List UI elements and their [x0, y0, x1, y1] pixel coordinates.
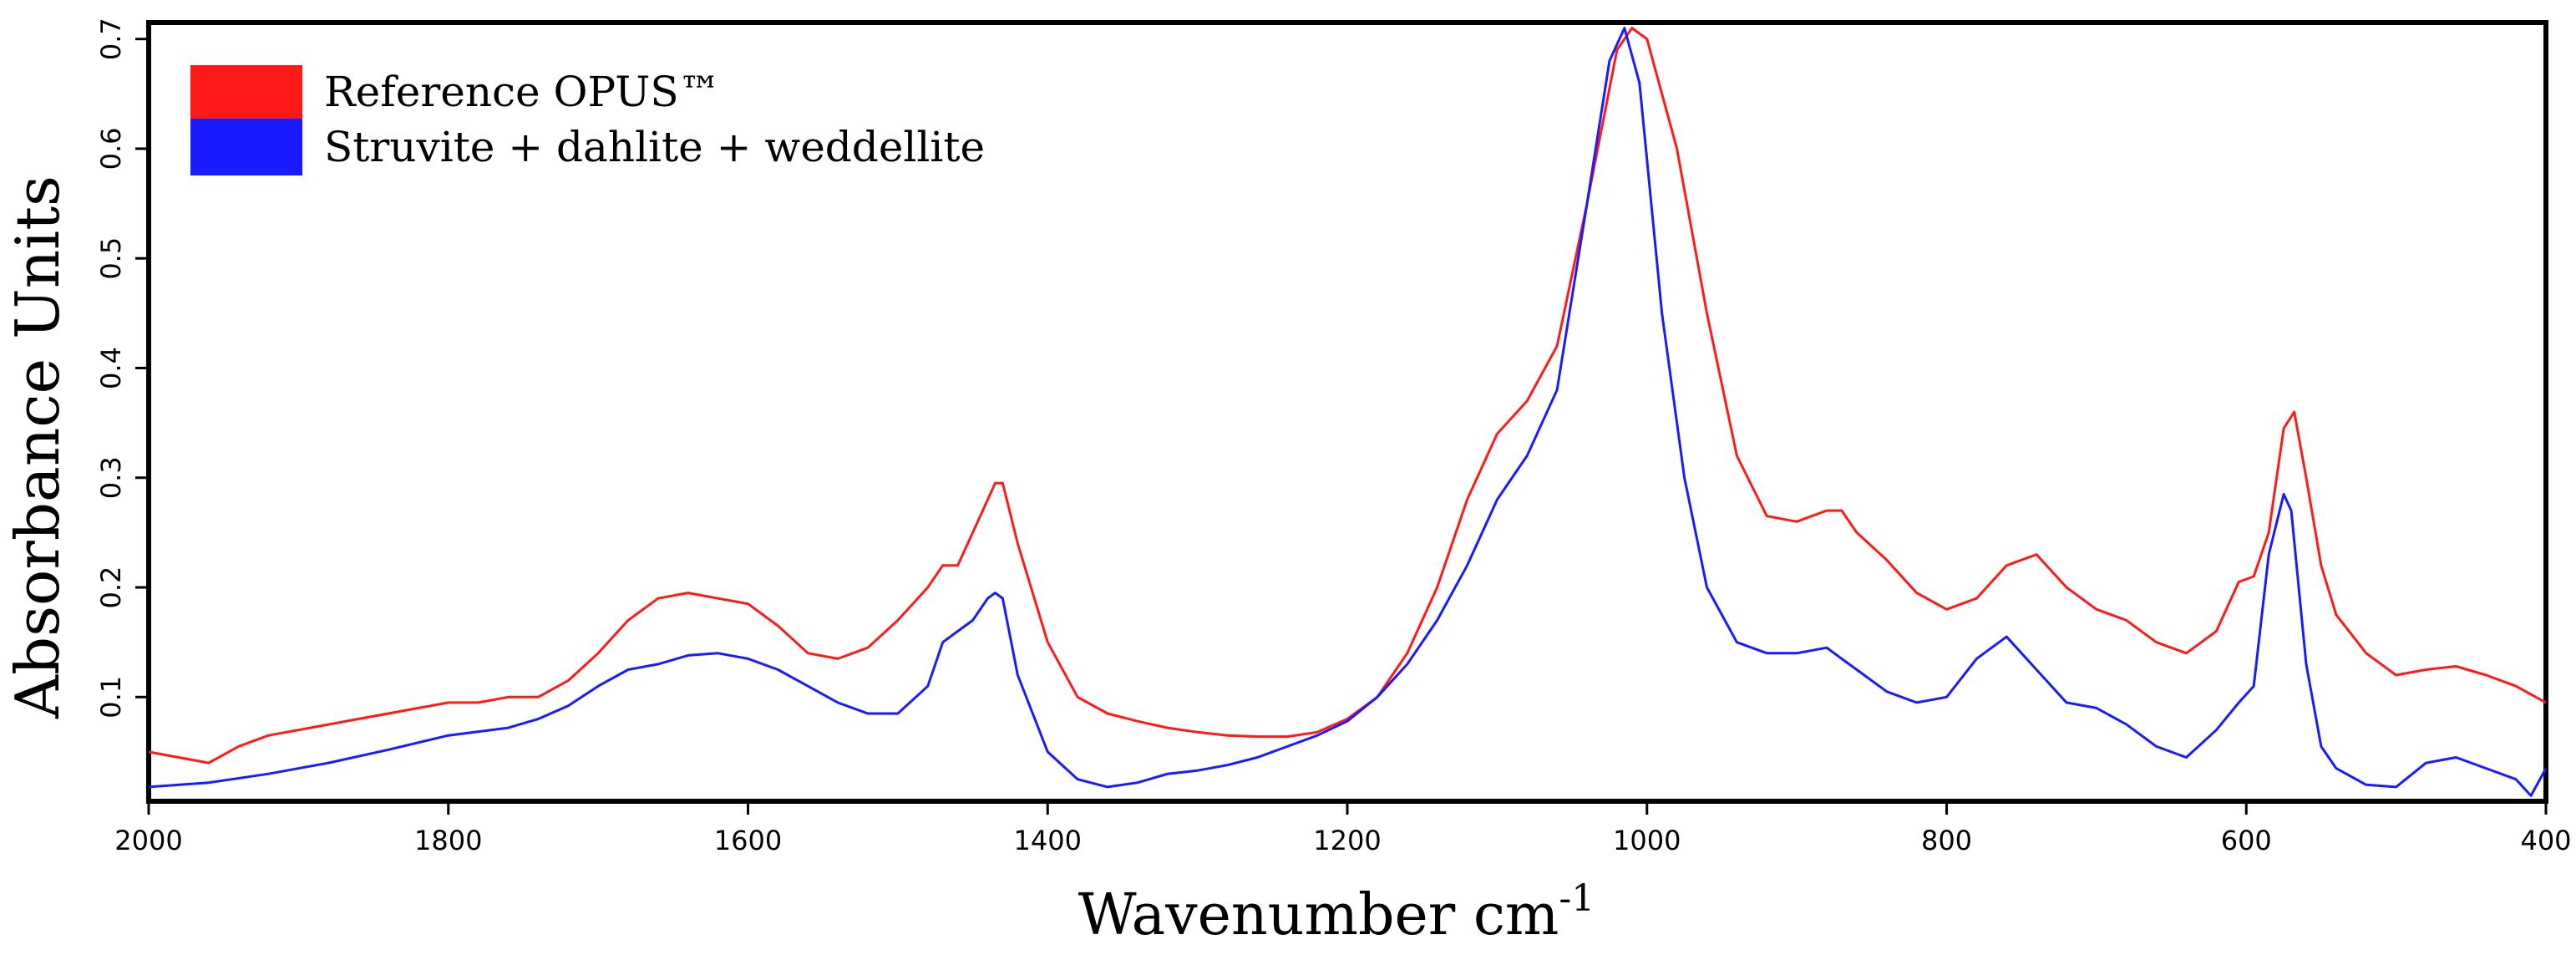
- series-line-struvite: [148, 27, 2548, 797]
- x-axis-title-superscript: -1: [1559, 877, 1595, 920]
- x-tick-label: 1000: [1613, 825, 1681, 856]
- legend-label-reference: Reference OPUS™: [324, 68, 721, 116]
- y-tick-label: 0.3: [95, 456, 127, 499]
- y-tick-label: 0.7: [95, 18, 127, 60]
- legend-swatch-struvite: [190, 119, 302, 175]
- x-tick-label: 2000: [114, 825, 182, 856]
- y-tick-label: 0.6: [95, 128, 127, 170]
- y-tick-label: 0.1: [95, 676, 127, 719]
- x-axis-title-main: Wavenumber cm: [1078, 882, 1559, 948]
- legend-swatch-reference: [190, 65, 302, 119]
- x-tick-label: 400: [2520, 825, 2571, 856]
- x-tick-label: 600: [2221, 825, 2272, 856]
- y-axis-title: Absorbance Units: [3, 175, 73, 719]
- x-tick-label: 1600: [714, 825, 782, 856]
- legend: Reference OPUS™ Struvite + dahlite + wed…: [190, 65, 985, 175]
- x-tick-label: 1400: [1014, 825, 1082, 856]
- x-tick-label: 1800: [414, 825, 482, 856]
- y-tick-label: 0.2: [95, 566, 127, 609]
- y-axis: 0.1 0.2 0.3 0.4 0.5 0.6 0.7: [95, 18, 149, 719]
- legend-label-struvite: Struvite + dahlite + weddellite: [324, 123, 985, 171]
- series-layer: [148, 27, 2548, 797]
- y-tick-label: 0.5: [95, 237, 127, 280]
- x-tick-label: 1200: [1313, 825, 1381, 856]
- y-tick-label: 0.4: [95, 347, 127, 389]
- x-axis-title: Wavenumber cm-1: [1078, 877, 1595, 948]
- x-axis: 2000 1800 1600 1400 1200 1000 800 600 400: [114, 801, 2572, 856]
- x-tick-label: 800: [1921, 825, 1972, 856]
